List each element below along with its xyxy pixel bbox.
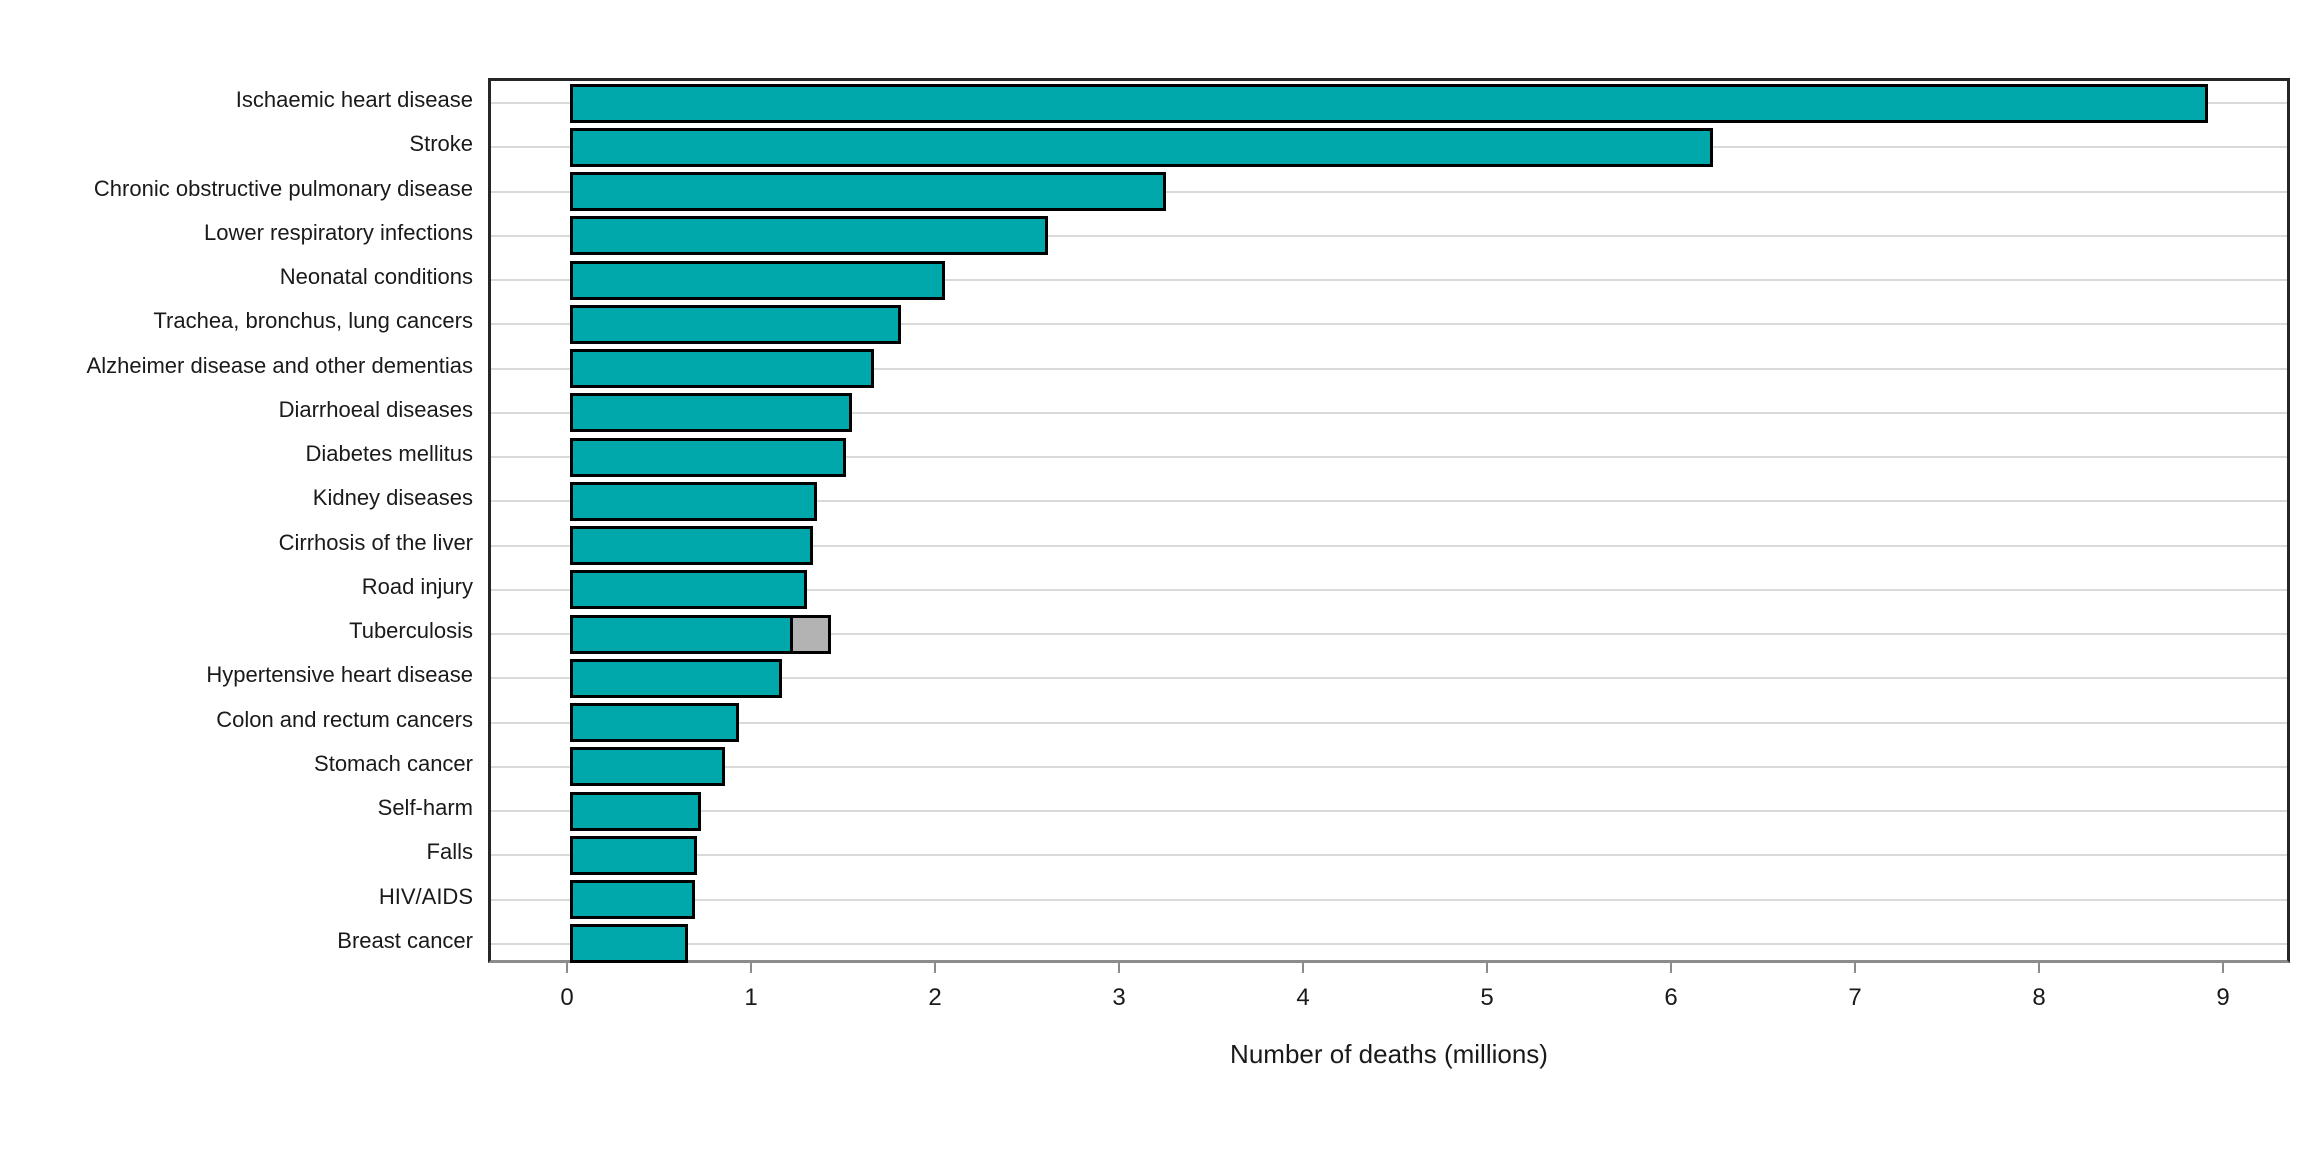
- bar: [570, 349, 874, 389]
- y-axis-label: Chronic obstructive pulmonary disease: [93, 175, 473, 201]
- y-axis-label: Trachea, bronchus, lung cancers: [153, 308, 473, 334]
- bar: [570, 393, 852, 433]
- x-tick-label: 2: [928, 984, 942, 1011]
- y-axis-label: Tuberculosis: [349, 618, 473, 644]
- y-axis-label: Hypertensive heart disease: [206, 662, 473, 688]
- bar: [570, 703, 740, 743]
- y-axis-label: Road injury: [361, 573, 473, 599]
- plot-panel: [488, 78, 2290, 964]
- gridline: [491, 588, 2287, 591]
- bar: [570, 526, 813, 566]
- bar: [570, 83, 2208, 123]
- gridline: [491, 898, 2287, 901]
- x-tick-mark: [2222, 963, 2224, 973]
- gridline: [491, 234, 2287, 237]
- x-tick-mark: [1118, 963, 1120, 973]
- x-tick-label: 8: [2032, 984, 2046, 1011]
- bar: [570, 172, 1167, 212]
- x-tick-mark: [1670, 963, 1672, 973]
- y-axis-label: Stroke: [409, 131, 473, 157]
- y-axis-label: Alzheimer disease and other dementias: [86, 352, 473, 378]
- gridline: [491, 323, 2287, 326]
- x-tick-label: 4: [1296, 984, 1310, 1011]
- x-tick-mark: [1854, 963, 1856, 973]
- x-tick-label: 7: [1848, 984, 1862, 1011]
- gridline: [491, 765, 2287, 768]
- gridline: [491, 854, 2287, 857]
- x-tick-label: 6: [1664, 984, 1678, 1011]
- y-axis-label: Kidney diseases: [312, 485, 473, 511]
- x-tick-mark: [1486, 963, 1488, 973]
- x-tick-mark: [934, 963, 936, 973]
- x-tick-label: 0: [560, 984, 574, 1011]
- gridline: [491, 456, 2287, 459]
- gridline: [491, 677, 2287, 680]
- bar: [570, 614, 793, 654]
- x-tick-label: 5: [1480, 984, 1494, 1011]
- gridline: [491, 500, 2287, 503]
- gridline: [491, 279, 2287, 282]
- bar: [570, 216, 1049, 256]
- y-axis-label: Stomach cancer: [314, 750, 473, 776]
- y-axis-label: Diabetes mellitus: [305, 441, 473, 467]
- y-axis-label: Colon and rectum cancers: [216, 706, 473, 732]
- gridline: [491, 411, 2287, 414]
- x-tick-label: 1: [744, 984, 758, 1011]
- y-axis-label: Falls: [426, 839, 473, 865]
- y-axis-label: Self-harm: [377, 795, 473, 821]
- bar: [570, 747, 725, 787]
- gridline: [491, 810, 2287, 813]
- bar: [570, 481, 817, 521]
- y-axis-label: Lower respiratory infections: [203, 219, 473, 245]
- x-tick-mark: [566, 963, 568, 973]
- y-axis-label: Cirrhosis of the liver: [278, 529, 473, 555]
- bar: [570, 260, 946, 300]
- y-axis-label: Diarrhoeal diseases: [278, 396, 473, 422]
- bar: [570, 880, 696, 920]
- x-tick-label: 3: [1112, 984, 1126, 1011]
- x-tick-mark: [1302, 963, 1304, 973]
- bar: [570, 304, 902, 344]
- bar: [570, 835, 697, 875]
- bar: [570, 791, 701, 831]
- y-axis-label: HIV/AIDS: [378, 883, 473, 909]
- gridline: [491, 942, 2287, 945]
- bar: [570, 658, 782, 698]
- y-axis-label: Ischaemic heart disease: [235, 87, 473, 113]
- y-axis-label: Neonatal conditions: [279, 264, 473, 290]
- x-tick-mark: [2038, 963, 2040, 973]
- x-axis-title: Number of deaths (millions): [1230, 1039, 1548, 1069]
- bar: [570, 437, 846, 477]
- x-tick-label: 9: [2216, 984, 2230, 1011]
- gridline: [491, 367, 2287, 370]
- x-tick-mark: [750, 963, 752, 973]
- bar: [570, 127, 1713, 167]
- gridline: [491, 544, 2287, 547]
- gridline: [491, 633, 2287, 636]
- bar: [570, 570, 808, 610]
- gridline: [491, 721, 2287, 724]
- bar: [570, 924, 688, 964]
- y-axis-label: Breast cancer: [337, 927, 473, 953]
- gridline: [491, 190, 2287, 193]
- bar-secondary-segment: [789, 614, 832, 654]
